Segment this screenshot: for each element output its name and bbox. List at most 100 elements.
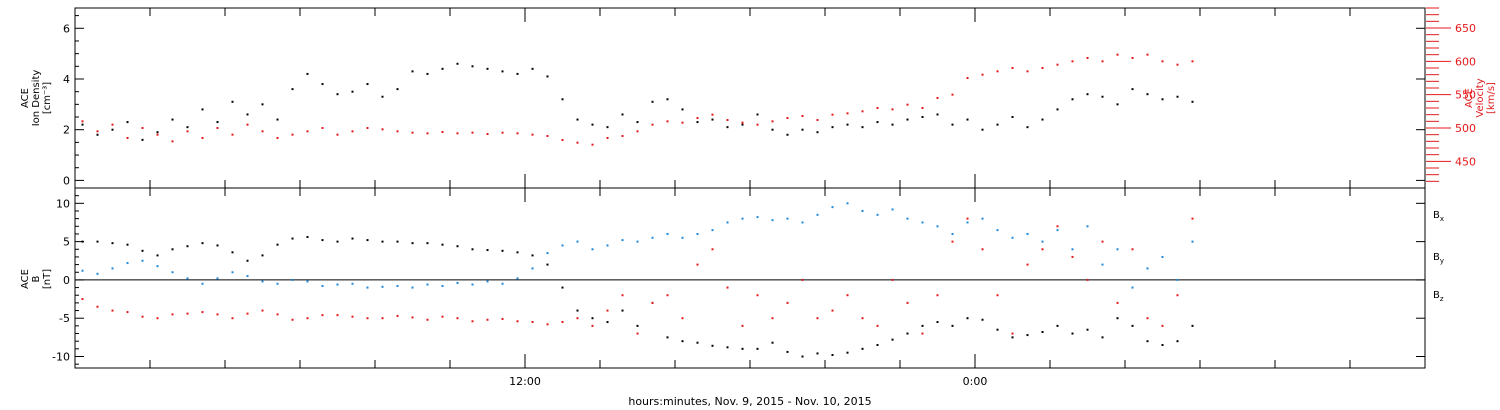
b-point-bz xyxy=(981,248,984,251)
b-point-bz xyxy=(876,324,879,327)
b-point-bz xyxy=(816,317,819,320)
density-point xyxy=(1026,126,1029,129)
panel-2-title: ACE B [nT] xyxy=(20,269,53,289)
b-point-bx xyxy=(1161,344,1164,347)
panel-1-left-title-line3: [cm⁻³] xyxy=(42,82,53,114)
x-axis-label: hours:minutes, Nov. 9, 2015 - Nov. 10, 2… xyxy=(628,395,871,408)
b-point-by xyxy=(411,286,414,289)
velocity-point xyxy=(756,123,759,126)
velocity-point xyxy=(396,130,399,133)
density-point xyxy=(996,123,999,126)
b-point-bz xyxy=(651,301,654,304)
b-point-bx xyxy=(231,251,234,254)
b-point-bx xyxy=(966,317,969,320)
b-point-by xyxy=(876,213,879,216)
velocity-point xyxy=(156,133,159,136)
density-point xyxy=(546,75,549,78)
b-point-bx xyxy=(801,355,804,358)
density-point xyxy=(1101,95,1104,98)
b-point-bx xyxy=(426,242,429,245)
b-point-bx xyxy=(1026,334,1029,337)
velocity-point xyxy=(81,120,84,123)
density-point xyxy=(411,70,414,73)
density-point xyxy=(726,126,729,129)
velocity-point xyxy=(531,133,534,136)
b-point-bx xyxy=(321,239,324,242)
velocity-point xyxy=(411,131,414,134)
velocity-point xyxy=(1026,70,1029,73)
b-point-by xyxy=(861,209,864,212)
b-point-bx xyxy=(981,318,984,321)
b-point-by xyxy=(231,271,234,274)
velocity-point xyxy=(801,115,804,117)
density-point xyxy=(381,95,384,98)
b-tick-label: 0 xyxy=(63,274,70,287)
b-point-by xyxy=(1176,278,1179,281)
density-point xyxy=(621,113,624,116)
b-point-bx xyxy=(96,240,99,243)
panel-1-left-title-line2: Ion Density xyxy=(31,70,42,127)
density-point xyxy=(831,126,834,129)
b-point-by xyxy=(486,280,489,283)
b-point-by xyxy=(366,286,369,289)
b-point-bz xyxy=(831,309,834,312)
b-point-bz xyxy=(1011,332,1014,335)
velocity-point xyxy=(876,107,879,109)
velocity-point xyxy=(276,137,279,139)
velocity-point xyxy=(1056,63,1059,66)
b-point-bz xyxy=(246,312,249,315)
b-point-by xyxy=(621,239,624,242)
b-point-bz xyxy=(771,317,774,320)
density-point xyxy=(1146,93,1149,96)
b-point-by xyxy=(1056,229,1059,232)
b-point-bx xyxy=(1041,331,1044,333)
b-point-bz xyxy=(1191,217,1194,220)
b-point-by xyxy=(936,225,939,228)
b-point-bz xyxy=(966,217,969,220)
b-point-bz xyxy=(681,317,684,320)
b-point-bz xyxy=(591,324,594,327)
b-point-bx xyxy=(381,240,384,243)
density-point xyxy=(501,70,504,73)
b-point-by xyxy=(246,275,249,278)
b-point-bx xyxy=(486,249,489,252)
b-point-bx xyxy=(141,249,144,252)
b-point-bx xyxy=(681,340,684,343)
density-point xyxy=(441,67,444,70)
density-point xyxy=(1131,88,1134,91)
density-point xyxy=(1071,98,1074,101)
b-point-bz xyxy=(1131,248,1134,251)
b-point-bz xyxy=(291,318,294,321)
density-point xyxy=(606,126,609,129)
density-point xyxy=(786,133,789,136)
b-point-by xyxy=(396,285,399,288)
b-point-by xyxy=(651,236,654,239)
b-point-by xyxy=(456,281,459,284)
panel-2-frame xyxy=(74,187,1426,369)
b-point-bz xyxy=(426,318,429,321)
density-point xyxy=(666,98,669,101)
velocity-point xyxy=(186,130,189,133)
density-point xyxy=(981,128,984,131)
right-tick-label: 500 xyxy=(1455,122,1476,135)
b-point-bz xyxy=(501,317,504,320)
b-point-by xyxy=(291,278,294,281)
b-point-by xyxy=(216,277,219,280)
density-point xyxy=(291,88,294,91)
velocity-point xyxy=(1116,53,1119,56)
density-point xyxy=(366,83,369,86)
panel-1-right-title: ACE Velocity [km/s] xyxy=(1464,78,1497,117)
velocity-point xyxy=(966,77,969,79)
b-point-by xyxy=(501,282,504,285)
b-point-by xyxy=(306,280,309,283)
velocity-point xyxy=(696,117,699,119)
right-tick-label: 550 xyxy=(1455,89,1476,102)
b-point-bz xyxy=(201,311,204,314)
b-point-bx xyxy=(831,353,834,356)
density-point xyxy=(561,98,564,101)
b-point-bz xyxy=(801,278,804,281)
b-point-by xyxy=(606,244,609,247)
b-point-bz xyxy=(111,309,114,312)
left-tick-label: 4 xyxy=(63,73,70,86)
velocity-point xyxy=(1101,60,1104,63)
